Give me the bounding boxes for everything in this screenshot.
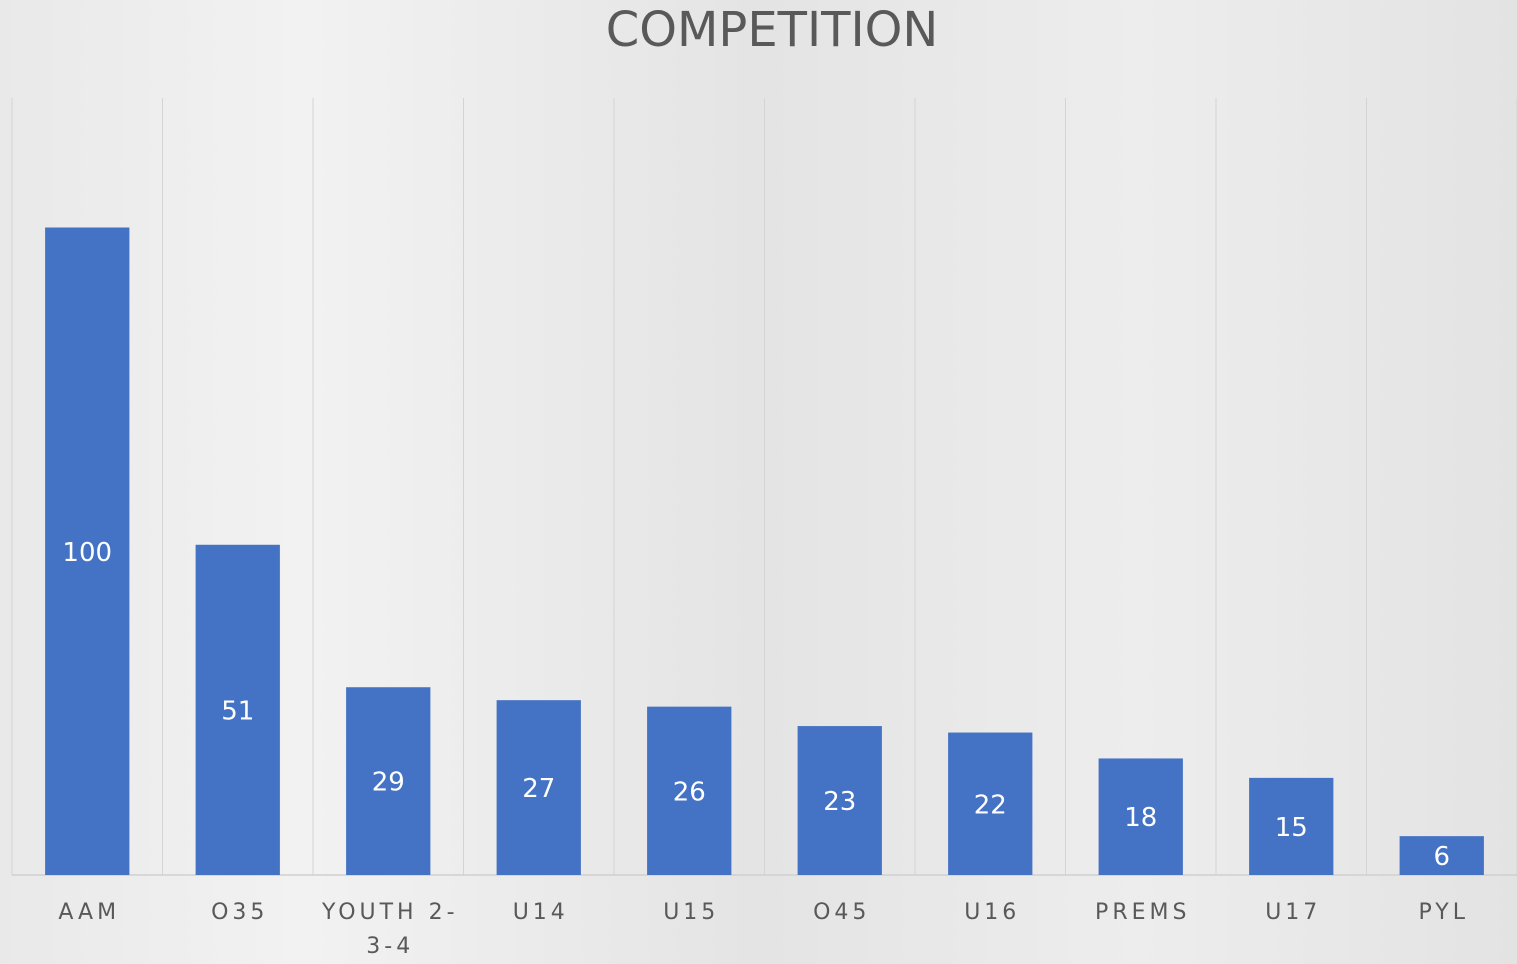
data-label: 29 <box>372 768 405 798</box>
data-label: 18 <box>1124 803 1157 833</box>
x-tick-label: U15 <box>621 896 761 930</box>
data-label: 26 <box>673 777 706 807</box>
data-label: 15 <box>1275 813 1308 843</box>
page: COMPETITION 10051292726232218156 (() => … <box>0 0 1517 960</box>
data-label: 23 <box>823 787 856 817</box>
x-tick-label: U14 <box>471 896 611 930</box>
chart-title: COMPETITION <box>606 2 939 58</box>
data-label: 27 <box>522 774 555 804</box>
x-tick-label: O35 <box>170 896 310 930</box>
x-tick-label: PYL <box>1374 896 1514 930</box>
x-tick-label: AAM <box>19 896 159 930</box>
chart: COMPETITION 100 51 29 27 26 23 22 18 15 6 <box>0 0 1517 960</box>
x-tick-label: YOUTH 2-3-4 <box>320 896 460 964</box>
data-label: 51 <box>221 696 254 726</box>
data-label: 100 <box>62 538 112 568</box>
x-tick-label: U16 <box>922 896 1062 930</box>
x-tick-label: PREMS <box>1073 896 1213 930</box>
data-label: 6 <box>1433 842 1450 872</box>
x-tick-label: O45 <box>772 896 912 930</box>
x-tick-label: U17 <box>1223 896 1363 930</box>
data-label: 22 <box>974 790 1007 820</box>
